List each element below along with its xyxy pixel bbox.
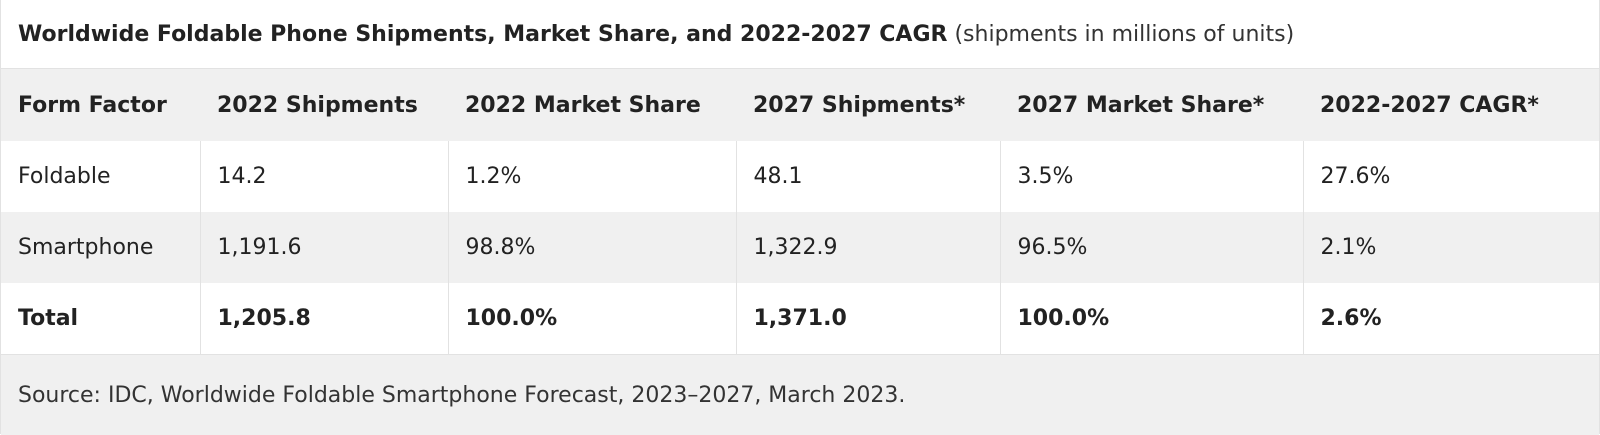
table-cell: 1,371.0 <box>736 283 1001 354</box>
table-subtitle: (shipments in millions of units) <box>954 21 1295 47</box>
header-form-factor: Form Factor <box>18 92 167 118</box>
table-cell: Total <box>1 283 201 354</box>
table-cell: 1,322.9 <box>736 212 1001 283</box>
table-row-smartphone: Smartphone 1,191.6 98.8% 1,322.9 96.5% 2… <box>1 212 1599 283</box>
table-cell: 48.1 <box>736 141 1001 212</box>
table-cell: Foldable <box>1 141 201 212</box>
table-cell: 1,205.8 <box>200 283 449 354</box>
header-2027-shipments: 2027 Shipments* <box>753 92 966 118</box>
table-caption: Worldwide Foldable Phone Shipments, Mark… <box>1 0 1599 69</box>
table-cell: 98.8% <box>448 212 737 283</box>
header-2022-market-share: 2022 Market Share <box>465 92 701 118</box>
header-2022-shipments: 2022 Shipments <box>217 92 418 118</box>
header-2027-market-share: 2027 Market Share* <box>1017 92 1265 118</box>
header-row: Form Factor 2022 Shipments 2022 Market S… <box>1 69 1599 141</box>
table-cell: 2.6% <box>1320 306 1382 331</box>
shipments-table: Form Factor 2022 Shipments 2022 Market S… <box>1 69 1599 354</box>
source-note: Source: IDC, Worldwide Foldable Smartpho… <box>1 354 1599 435</box>
table-cell: 14.2 <box>200 141 449 212</box>
table-cell: 1.2% <box>448 141 737 212</box>
table-title: Worldwide Foldable Phone Shipments, Mark… <box>18 21 948 47</box>
table-cell: Smartphone <box>1 212 201 283</box>
table-cell: 96.5% <box>1000 212 1304 283</box>
table-cell: 100.0% <box>448 283 737 354</box>
table-row-total: Total 1,205.8 100.0% 1,371.0 100.0% 2.6% <box>1 283 1599 354</box>
header-cagr: 2022-2027 CAGR* <box>1320 92 1539 118</box>
table-cell: 1,191.6 <box>200 212 449 283</box>
table-row-foldable: Foldable 14.2 1.2% 48.1 3.5% 27.6% <box>1 141 1599 212</box>
table-cell: 27.6% <box>1320 164 1391 189</box>
table-cell: 2.1% <box>1320 235 1377 260</box>
table-cell: 3.5% <box>1000 141 1304 212</box>
table-cell: 100.0% <box>1000 283 1304 354</box>
